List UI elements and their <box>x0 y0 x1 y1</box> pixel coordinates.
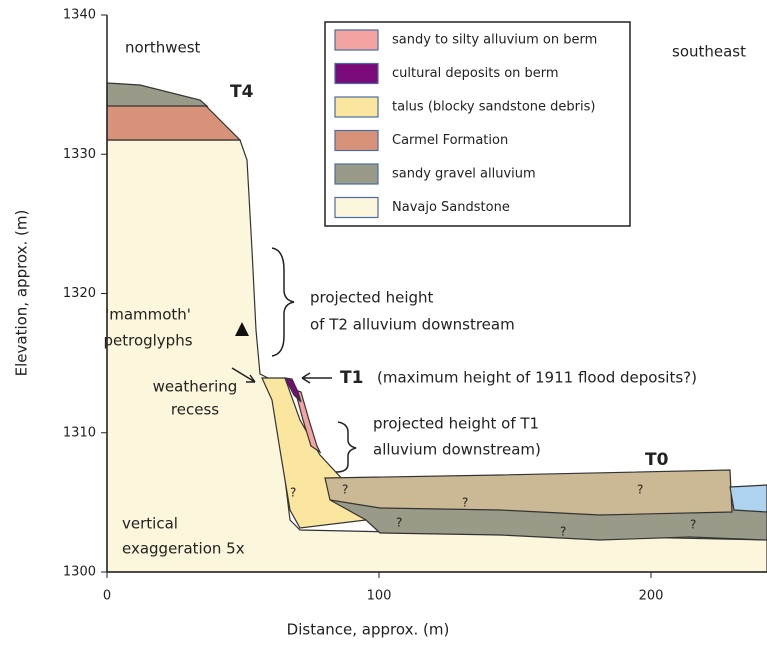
legend-label: Carmel Formation <box>392 133 508 148</box>
y-tick-label: 1320 <box>63 286 96 301</box>
annotation: 'mammoth' <box>105 306 191 324</box>
legend <box>325 22 630 226</box>
bracket <box>272 248 294 356</box>
annotation: projected height <box>310 289 434 307</box>
annotation: recess <box>171 401 219 419</box>
annotation: (maximum height of 1911 flood deposits?) <box>377 369 697 387</box>
x-tick-label: 0 <box>103 589 111 604</box>
question-mark: ? <box>637 483 643 497</box>
x-tick-label: 200 <box>639 589 664 604</box>
x-tick-label: 100 <box>367 589 392 604</box>
y-tick-label: 1310 <box>63 425 96 440</box>
y-tick-label: 1300 <box>63 565 96 580</box>
annotation: petroglyphs <box>103 332 192 350</box>
t0-alluvium <box>325 470 732 515</box>
question-mark: ? <box>342 483 348 497</box>
annotation: alluvium downstream) <box>373 441 541 459</box>
label: southeast <box>672 43 746 61</box>
annotation: vertical <box>122 515 178 533</box>
annotation: exaggeration 5x <box>122 540 245 558</box>
question-mark: ? <box>560 525 566 539</box>
question-mark: ? <box>290 486 296 500</box>
question-mark: ? <box>462 496 468 510</box>
x-axis-label: Distance, approx. (m) <box>287 621 450 639</box>
figure: ? ? ? ? ? ? ? 0 100 200 1300 1310 1320 1330 134… <box>0 0 767 646</box>
legend-swatch <box>335 131 378 151</box>
annotation: weathering <box>153 378 238 396</box>
arrow <box>302 373 332 383</box>
legend-swatch <box>335 97 378 117</box>
annotation: projected height of T1 <box>373 415 539 433</box>
terrace-label: T4 <box>230 82 254 102</box>
terrace-label: T0 <box>645 450 669 470</box>
y-tick-label: 1330 <box>63 147 96 162</box>
y-tick-label: 1340 <box>63 8 96 23</box>
gravel-top <box>107 83 207 106</box>
legend-label: Navajo Sandstone <box>392 200 510 215</box>
carmel-formation <box>107 105 240 140</box>
label: northwest <box>125 39 201 57</box>
legend-label: talus (blocky sandstone debris) <box>392 100 595 115</box>
legend-label: cultural deposits on berm <box>392 66 559 81</box>
terrace-label: T1 <box>340 368 363 388</box>
annotation: of T2 alluvium downstream <box>310 316 515 334</box>
question-mark: ? <box>690 518 696 532</box>
legend-swatch <box>335 30 378 50</box>
bracket <box>336 422 356 472</box>
water <box>730 485 767 512</box>
legend-label: sandy to silty alluvium on berm <box>392 33 597 48</box>
legend-swatch <box>335 64 378 84</box>
question-mark: ? <box>396 516 402 530</box>
legend-swatch <box>335 198 378 218</box>
legend-label: sandy gravel alluvium <box>392 167 536 182</box>
legend-swatch <box>335 164 378 184</box>
y-axis-label: Elevation, approx. (m) <box>13 210 31 377</box>
